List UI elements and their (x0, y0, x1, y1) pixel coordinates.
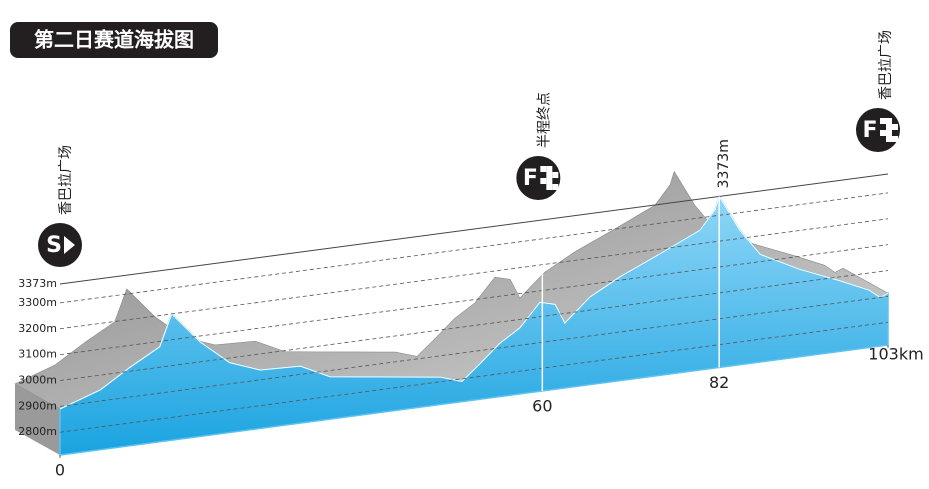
grid-line (59, 270, 889, 381)
x-tick-label: 0 (55, 461, 65, 480)
grid-line (59, 295, 889, 407)
x-tick-label: 82 (709, 373, 729, 392)
grid-line (59, 321, 889, 433)
icon-flag (892, 136, 898, 142)
icon-flag (552, 172, 559, 178)
x-tick-label: 60 (532, 396, 552, 415)
y-tick-label: 3300m (18, 296, 57, 309)
icon-flag (546, 172, 553, 178)
grid-line (59, 244, 889, 356)
icon-flag (552, 184, 559, 190)
icon (38, 223, 82, 267)
grid-line (59, 218, 889, 330)
icon-flag (892, 124, 898, 130)
icon-flag (546, 184, 553, 190)
icon-flag (546, 178, 553, 184)
x-tick-label: 103km (868, 345, 923, 364)
icon-arrow (64, 236, 75, 254)
start-label: 香巴拉广场 (58, 145, 74, 215)
icon-letter: S (46, 233, 62, 258)
icon-flag (540, 178, 547, 184)
halfway-label: 半程终点 (536, 92, 552, 148)
icon-letter: F (523, 166, 538, 191)
y-tick-label: 2900m (18, 399, 57, 412)
grid-line (59, 173, 889, 285)
icon-flag (886, 136, 892, 142)
y-tick-label: 3000m (18, 373, 57, 386)
icon-letter: F (862, 118, 877, 143)
icon-flag (886, 118, 892, 124)
icon-flag (880, 130, 886, 136)
side-face (15, 383, 60, 455)
icon-flag (880, 118, 886, 124)
y-tick-label: 2800m (18, 425, 57, 438)
peak-label: 3373m (716, 139, 732, 188)
y-tick-label: 3200m (18, 322, 57, 335)
y-tick-label: 3373m (18, 277, 57, 290)
title-box (10, 22, 218, 58)
chart-title: 第二日赛道海拔图 (34, 28, 194, 52)
icon-flag (546, 166, 553, 172)
icon-flag (886, 124, 892, 130)
icon-flag (540, 166, 547, 172)
grid-line (59, 192, 889, 304)
icon-flag (886, 130, 892, 136)
profile-edge (59, 195, 889, 410)
finish-label: 香巴拉广场 (878, 30, 894, 100)
y-tick-label: 3100m (18, 348, 57, 361)
